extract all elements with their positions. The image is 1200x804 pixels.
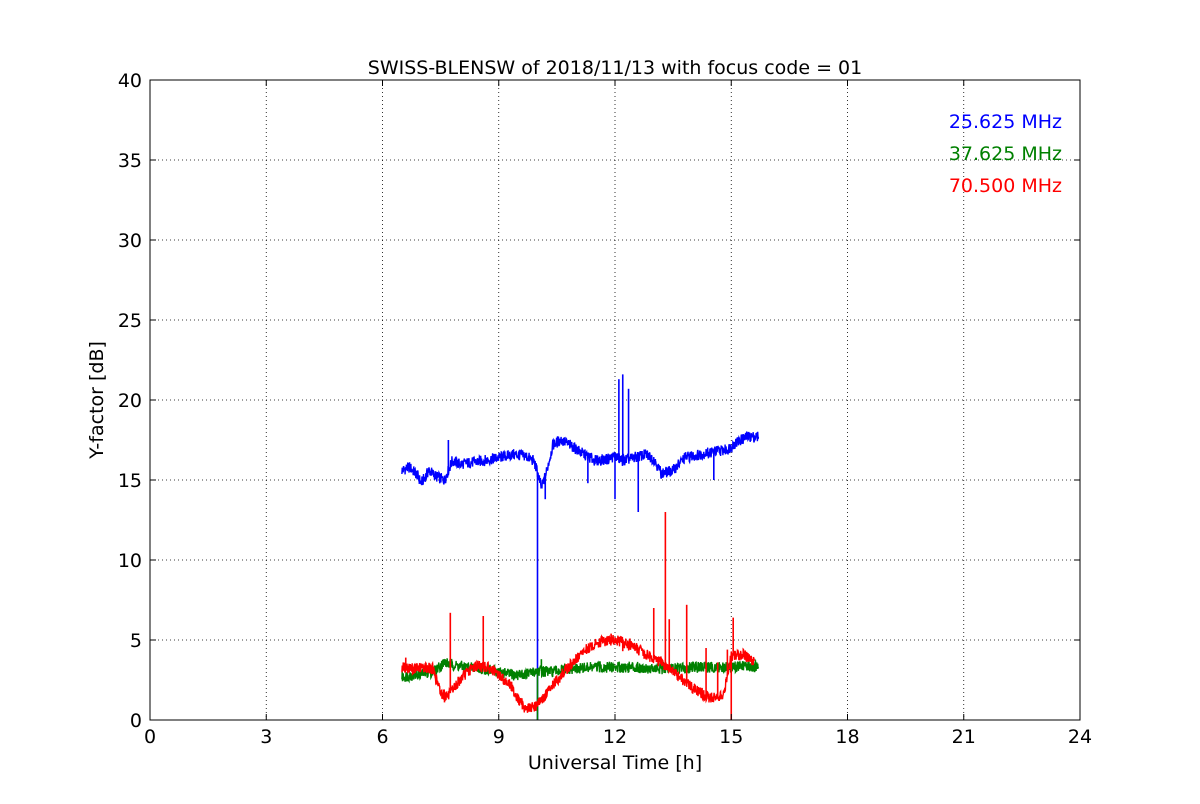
x-tick-label: 24 [1068,726,1092,748]
x-tick-label: 18 [835,726,859,748]
y-tick-label: 20 [118,390,142,412]
series-2 [401,658,760,720]
y-tick-label: 25 [118,310,142,332]
grid [150,80,1080,720]
x-tick-label: 3 [260,726,272,748]
y-axis-label: Y-factor [dB] [86,341,108,460]
y-tick-label: 15 [118,470,142,492]
x-axis-label: Universal Time [h] [528,752,702,774]
series-line [401,634,756,713]
y-tick-label: 0 [130,710,142,732]
series-1 [401,374,760,720]
x-tick-label: 9 [493,726,505,748]
x-tick-label: 15 [719,726,743,748]
x-tick-label: 6 [376,726,388,748]
series-line [401,431,760,489]
series-line [401,658,760,684]
x-tick-label: 21 [952,726,976,748]
y-tick-label: 10 [118,550,142,572]
chart-title: SWISS-BLENSW of 2018/11/13 with focus co… [368,57,862,79]
y-tick-label: 30 [118,230,142,252]
y-tick-label: 40 [118,70,142,92]
y-tick-label: 5 [130,630,142,652]
series-3 [401,512,756,720]
legend-entry: 25.625 MHz [949,111,1062,133]
legend: 25.625 MHz 37.625 MHz 70.500 MHz [949,111,1062,197]
x-tick-label: 0 [144,726,156,748]
y-tick-label: 35 [118,150,142,172]
series-layer [401,374,760,720]
x-tick-label: 12 [603,726,627,748]
legend-entry: 37.625 MHz [949,143,1062,165]
legend-entry: 70.500 MHz [949,175,1062,197]
ticks: 0 3 6 9 12 15 18 21 24 0 5 10 15 20 25 30 35 40 [118,70,1092,748]
